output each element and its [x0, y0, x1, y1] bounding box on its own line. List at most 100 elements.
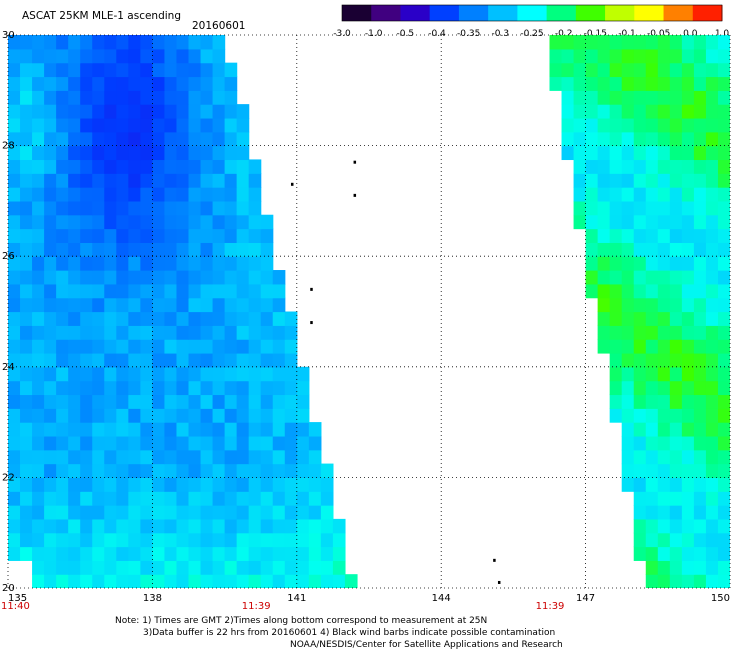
- footer-note-2: 3)Data buffer is 22 hrs from 20160601 4)…: [143, 628, 556, 638]
- data-cell: [585, 62, 599, 78]
- data-cell: [284, 463, 298, 478]
- data-cell: [188, 90, 202, 105]
- colorbar-tick-label: -0.2: [555, 29, 573, 39]
- data-cell: [116, 228, 129, 243]
- data-cell: [200, 90, 214, 105]
- data-cell: [92, 256, 105, 271]
- data-cell: [32, 187, 45, 202]
- data-cell: [8, 256, 21, 271]
- data-cell: [44, 491, 57, 506]
- data-cell: [8, 76, 21, 91]
- data-cell: [681, 117, 695, 133]
- colorbar-segment: [634, 5, 665, 21]
- data-cell: [645, 463, 659, 478]
- x-tick-label: 144: [432, 593, 451, 604]
- x-tick-label: 147: [576, 593, 595, 604]
- data-cell: [92, 173, 105, 188]
- data-cell: [609, 48, 623, 64]
- data-cell: [633, 187, 647, 202]
- data-cell: [561, 104, 575, 119]
- data-cell: [92, 518, 105, 534]
- data-cell: [657, 408, 671, 423]
- data-cell: [272, 283, 286, 299]
- data-cell: [140, 173, 153, 188]
- data-cell: [284, 518, 298, 534]
- data-cell: [92, 214, 105, 230]
- data-cell: [152, 518, 166, 534]
- data-cell: [80, 117, 93, 133]
- data-cell: [68, 491, 81, 506]
- data-cell: [645, 435, 659, 451]
- data-cell: [621, 270, 635, 285]
- data-cell: [272, 505, 286, 520]
- data-cell: [56, 297, 69, 313]
- data-cell: [152, 352, 166, 368]
- data-cell: [705, 283, 719, 299]
- data-cell: [609, 283, 623, 299]
- data-cell: [68, 159, 81, 174]
- data-cell: [80, 422, 93, 437]
- data-cell: [236, 173, 250, 188]
- data-cell: [597, 214, 611, 230]
- data-cell: [164, 200, 178, 216]
- data-cell: [44, 560, 57, 575]
- data-cell: [56, 256, 69, 271]
- data-cell: [236, 408, 250, 423]
- data-cell: [681, 449, 695, 465]
- data-cell: [68, 256, 81, 271]
- data-cell: [717, 256, 730, 271]
- data-cell: [681, 463, 695, 478]
- data-cell: [188, 256, 202, 271]
- data-cell: [693, 463, 707, 478]
- data-cell: [272, 380, 286, 396]
- data-cell: [212, 242, 226, 257]
- data-cell: [272, 435, 286, 451]
- data-cell: [164, 187, 178, 202]
- data-cell: [188, 394, 202, 409]
- data-cell: [669, 131, 683, 147]
- y-tick-label: 24: [2, 362, 15, 373]
- data-cell: [44, 422, 57, 437]
- data-cell: [284, 491, 298, 506]
- data-cell: [20, 214, 33, 230]
- data-cell: [248, 159, 262, 174]
- data-cell: [657, 532, 671, 548]
- data-cell: [32, 352, 45, 368]
- data-cell: [128, 200, 141, 216]
- data-cell: [705, 463, 719, 478]
- data-cell: [116, 518, 129, 534]
- time-label: 11:39: [242, 601, 271, 612]
- data-cell: [176, 90, 190, 105]
- data-cell: [164, 505, 178, 520]
- data-cell: [32, 574, 45, 588]
- data-cell: [236, 339, 250, 354]
- data-cell: [693, 117, 707, 133]
- data-cell: [296, 449, 310, 465]
- data-cell: [681, 435, 695, 451]
- data-cell: [260, 394, 274, 409]
- data-cell: [657, 339, 671, 354]
- data-cell: [188, 242, 202, 257]
- data-cell: [176, 283, 190, 299]
- data-cell: [705, 270, 719, 285]
- data-cell: [20, 242, 33, 257]
- data-cell: [20, 117, 33, 133]
- data-cell: [104, 311, 117, 326]
- data-cell: [633, 532, 647, 548]
- data-cell: [681, 48, 695, 64]
- data-cell: [224, 352, 238, 368]
- data-cell: [236, 449, 250, 465]
- data-cell: [224, 311, 238, 326]
- data-cell: [272, 366, 286, 382]
- data-cell: [224, 518, 238, 534]
- data-cell: [681, 242, 695, 257]
- data-cell: [68, 435, 81, 451]
- data-cell: [80, 546, 93, 561]
- data-cell: [248, 394, 262, 409]
- data-cell: [140, 200, 153, 216]
- x-tick-label: 138: [143, 593, 162, 604]
- data-cell: [669, 505, 683, 520]
- data-cell: [224, 283, 238, 299]
- data-cell: [705, 352, 719, 368]
- data-cell: [8, 242, 21, 257]
